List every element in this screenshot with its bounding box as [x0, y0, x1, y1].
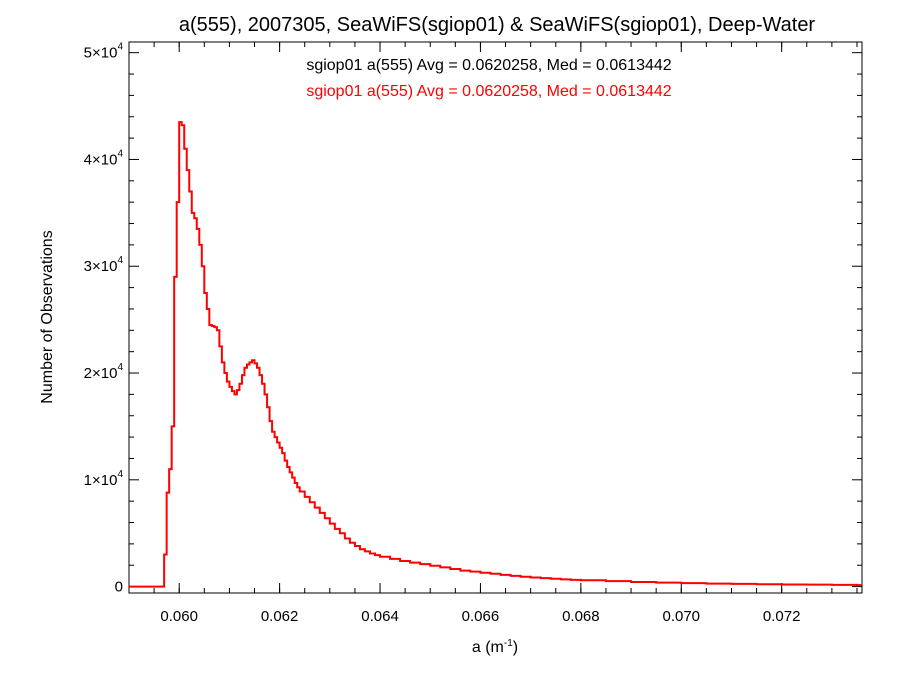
y-tick-label: 3×104 — [84, 255, 124, 275]
legend-entry-black: sgiop01 a(555) Avg = 0.0620258, Med = 0.… — [306, 57, 671, 74]
y-axis-label: Number of Observations — [39, 230, 56, 403]
x-axis-ticks: 0.060 0.062 0.064 0.066 0.068 0.070 0.072 — [128, 42, 858, 625]
y-tick-label: 1×104 — [84, 469, 124, 489]
y-tick-mantissa: 4×10 — [84, 151, 118, 168]
series-group — [129, 121, 862, 588]
y-tick-mantissa: 0 — [115, 579, 123, 596]
x-axis-label-base: a (m — [472, 639, 504, 656]
y-tick-mantissa: 3×10 — [84, 258, 118, 275]
chart-title: a(555), 2007305, SeaWiFS(sgiop01) & SeaW… — [179, 14, 816, 36]
y-tick-exponent: 4 — [117, 42, 123, 53]
y-tick-label: 4×104 — [84, 148, 124, 168]
x-tick-label: 0.064 — [361, 608, 399, 625]
x-axis-label-superscript: -1 — [504, 638, 513, 649]
x-tick-label: 0.070 — [662, 608, 700, 625]
plot-frame — [128, 41, 863, 594]
x-tick-label: 0.062 — [261, 608, 299, 625]
x-tick-label: 0.060 — [160, 608, 198, 625]
y-tick-exponent: 4 — [117, 469, 123, 480]
y-tick-exponent: 4 — [117, 255, 123, 266]
x-axis-label: a (m-1) — [472, 638, 518, 656]
y-tick-mantissa: 1×10 — [84, 472, 118, 489]
x-axis-label-tail: ) — [513, 639, 518, 656]
y-tick-mantissa: 2×10 — [84, 365, 118, 382]
x-tick-label: 0.068 — [562, 608, 600, 625]
y-tick-mantissa: 5×10 — [84, 45, 118, 62]
x-tick-label: 0.072 — [763, 608, 801, 625]
legend-entry-red: sgiop01 a(555) Avg = 0.0620258, Med = 0.… — [306, 83, 671, 100]
histogram-series-line — [129, 121, 862, 588]
y-tick-label: 0 — [115, 579, 123, 596]
y-tick-exponent: 4 — [117, 148, 123, 159]
y-tick-exponent: 4 — [117, 362, 123, 373]
y-tick-label: 5×104 — [84, 42, 124, 62]
y-tick-label: 2×104 — [84, 362, 124, 382]
x-tick-label: 0.066 — [462, 608, 500, 625]
